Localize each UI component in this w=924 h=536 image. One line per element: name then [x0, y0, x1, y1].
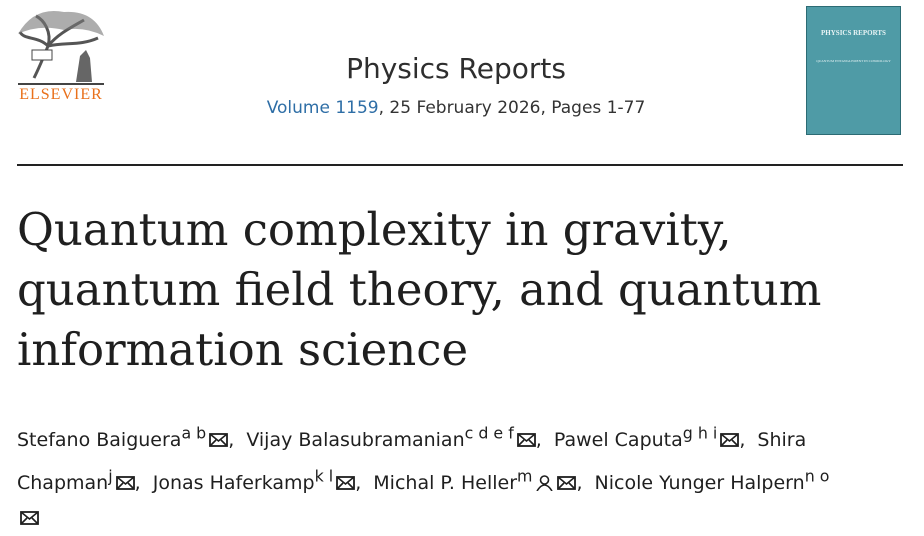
volume-link[interactable]: Volume 1159: [266, 98, 379, 118]
author-entry: Michal P. Hellerm,: [373, 466, 588, 494]
author-entry: Pawel Caputag h i,: [553, 424, 752, 452]
elsevier-logo[interactable]: [14, 6, 108, 106]
mail-icon[interactable]: [209, 432, 229, 448]
author-name[interactable]: Vijay Balasubramanian: [246, 429, 465, 452]
separator: ,: [576, 471, 583, 494]
author-entry: Shira Chapmanj,: [17, 429, 806, 493]
author-name[interactable]: Michal P. Heller: [373, 471, 518, 494]
person-icon[interactable]: [535, 474, 554, 492]
cover-journal: PHYSICS REPORTS: [821, 29, 886, 37]
author-name[interactable]: Shira Chapman: [17, 429, 807, 494]
author-entry: Jonas Haferkampk l,: [152, 466, 368, 494]
affiliation-marks: c d e f: [464, 424, 514, 443]
separator: ,: [228, 429, 235, 452]
author-name[interactable]: Jonas Haferkamp: [152, 471, 315, 494]
author[interactable]: Michal P. Hellerm: [373, 466, 577, 494]
journal-title[interactable]: Physics Reports: [346, 52, 566, 85]
volume-info: Volume 1159, 25 February 2026, Pages 1-7…: [0, 98, 912, 118]
author-name[interactable]: Stefano Baiguera: [17, 429, 182, 452]
author-entry: Stefano Baigueraa b,: [17, 424, 240, 452]
affiliation-marks: m: [517, 466, 533, 486]
author[interactable]: Nicole Yunger Halpernn o: [17, 466, 829, 529]
author[interactable]: Pawel Caputag h i: [553, 424, 740, 452]
cover-title: QUANTUM ENTANGLEMENT IN COSMOLOGY: [816, 59, 891, 63]
affiliation-marks: g h i: [682, 424, 718, 443]
affiliation-marks: k l: [314, 466, 334, 486]
mail-icon[interactable]: [516, 432, 536, 448]
separator: ,: [535, 429, 542, 452]
separator: ,: [134, 471, 141, 494]
mail-icon[interactable]: [115, 475, 135, 491]
author-list: Stefano Baigueraa b, Vijay Balasubramani…: [17, 416, 847, 536]
mail-icon[interactable]: [20, 510, 39, 526]
affiliation-marks: j: [108, 466, 113, 486]
author[interactable]: Stefano Baigueraa b: [17, 424, 229, 452]
journal-cover[interactable]: PHYSICS REPORTS QUANTUM ENTANGLEMENT IN …: [806, 6, 901, 135]
mail-icon[interactable]: [336, 475, 356, 491]
author-entry: Vijay Balasubramanianc d e f,: [246, 424, 547, 452]
mail-icon[interactable]: [720, 432, 740, 448]
affiliation-marks: n o: [804, 466, 830, 486]
affiliation-marks: a b: [181, 424, 207, 443]
author[interactable]: Vijay Balasubramanianc d e f: [246, 424, 536, 452]
separator: ,: [355, 471, 362, 494]
publisher-name: ELSEVIER: [19, 86, 103, 103]
article-title: Quantum complexity in gravity, quantum f…: [17, 203, 822, 376]
author-entry: Nicole Yunger Halpernn o: [17, 466, 829, 529]
author-name[interactable]: Pawel Caputa: [553, 429, 683, 452]
author[interactable]: Jonas Haferkampk l: [152, 466, 356, 494]
mail-icon[interactable]: [557, 475, 577, 491]
issue-info: , 25 February 2026, Pages 1-77: [378, 98, 646, 118]
author-name[interactable]: Nicole Yunger Halpern: [594, 471, 805, 494]
author[interactable]: Shira Chapmanj: [17, 429, 806, 493]
divider: [17, 164, 903, 166]
separator: ,: [739, 429, 746, 452]
